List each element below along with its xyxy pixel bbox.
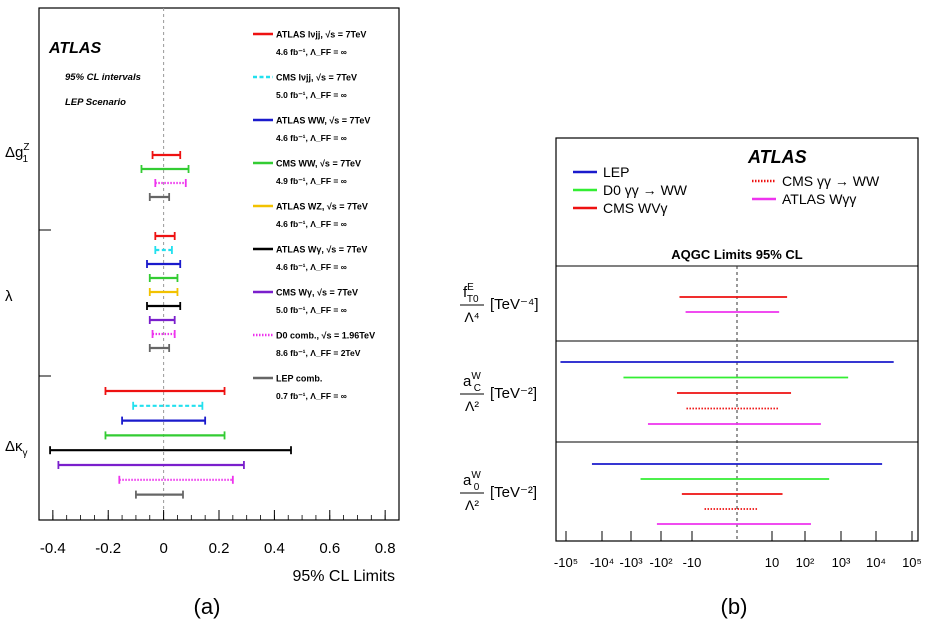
interval-atlas-w-s-7tev (146, 302, 182, 310)
legend-label: CMS WVγ (603, 200, 668, 216)
interval-lep-comb (148, 344, 171, 352)
interval-cms-ww-s-7tev (148, 274, 179, 282)
interval-atlas-ww-s-7tev (121, 416, 207, 425)
x-tick-label: -0.2 (95, 540, 121, 557)
legend-label: ATLAS WW, √s = 7TeV (276, 116, 370, 126)
interval-cms-w-s-7tev (148, 316, 176, 324)
x-tick-label: -0.4 (40, 540, 66, 557)
panel-a-atlas-title: ATLAS (48, 40, 101, 57)
legend-sublabel: 4.9 fb⁻¹, Λ_FF = ∞ (276, 176, 347, 186)
interval-atlas-w-s-7tev (49, 446, 292, 455)
legend-sublabel: 0.7 fb⁻¹, Λ_FF = ∞ (276, 391, 347, 401)
interval-cms-w-s-7tev (57, 461, 245, 469)
legend-label: LEP comb. (276, 374, 322, 384)
row-label-numerator: aW C (463, 371, 481, 394)
interval-cms-ww-s-7tev (104, 431, 226, 440)
row-label-denominator: Λ² (465, 497, 479, 513)
legend-sublabel: 8.6 fb⁻¹, Λ_FF = 2TeV (276, 348, 361, 358)
group-label: λ (5, 288, 13, 305)
legend-label: CMS WW, √s = 7TeV (276, 159, 361, 169)
panel-a-label: (a) (194, 594, 221, 619)
row-label-numerator: fE T0 (463, 282, 479, 305)
row-label-unit: [TeV⁻²] (490, 484, 537, 501)
legend-sublabel: 5.0 fb⁻¹, Λ_FF = ∞ (276, 90, 347, 100)
row-label-denominator: Λ⁴ (464, 309, 479, 325)
interval-d0-comb-s-1-96tev (154, 179, 187, 187)
legend-label: CMS lνjj, √s = 7TeV (276, 73, 357, 83)
interval-cms-ww-s-7tev (140, 165, 190, 173)
x-tick-label: 0.6 (319, 540, 340, 557)
panel-a-xlabel: 95% CL Limits (292, 568, 395, 585)
panel-a: ATLAS 95% CL intervals LEP Scenario 95% … (5, 7, 400, 619)
x-tick-label: 10² (796, 555, 815, 570)
legend-sublabel: 4.6 fb⁻¹, Λ_FF = ∞ (276, 262, 347, 272)
legend-label: D0 comb., √s = 1.96TeV (276, 331, 375, 341)
legend-label: LEP (603, 164, 629, 180)
panel-a-subtitle-1: 95% CL intervals (65, 72, 141, 83)
interval-lep-comb (148, 193, 171, 201)
x-tick-label: -10² (649, 555, 673, 570)
panel-b-frame (555, 137, 919, 542)
legend-sublabel: 4.6 fb⁻¹, Λ_FF = ∞ (276, 47, 347, 57)
panel-b-atlas-title: ATLAS (747, 147, 807, 167)
x-tick-label: 10⁴ (866, 555, 886, 570)
x-tick-label: -10³ (619, 555, 643, 570)
x-tick-label: 0.4 (264, 540, 285, 557)
row-label-numerator: aW 0 (463, 470, 481, 493)
interval-atlas-wz-s-7tev (148, 288, 179, 296)
interval-cms-l-jj-s-7tev (154, 246, 173, 254)
x-tick-label: -10 (683, 555, 702, 570)
row-label-unit: [TeV⁻⁴] (490, 296, 539, 313)
interval-d0-comb-s-1-96tev (118, 475, 234, 484)
interval-d0-comb-s-1-96tev (151, 330, 176, 338)
row-label-denominator: Λ² (465, 398, 479, 414)
x-tick-label: -10⁵ (554, 555, 578, 570)
legend-sublabel: 5.0 fb⁻¹, Λ_FF = ∞ (276, 305, 347, 315)
legend-label: D0 γγ → WW (603, 182, 688, 198)
interval-cms-l-jj-s-7tev (132, 401, 204, 410)
legend-label: ATLAS lνjj, √s = 7TeV (276, 30, 366, 40)
legend-sublabel: 4.6 fb⁻¹, Λ_FF = ∞ (276, 133, 347, 143)
x-tick-label: 0 (159, 540, 167, 557)
interval-atlas-ww-s-7tev (146, 260, 182, 268)
panel-b: ATLAS AQGC Limits 95% CL (b) -10⁵ -10⁴ -10… (460, 137, 922, 619)
legend-label: ATLAS Wγγ (782, 191, 856, 207)
interval-atlas-ww-s-7tev (151, 151, 182, 159)
panel-b-label: (b) (721, 594, 748, 619)
interval-atlas-l-jj-s-7tev (104, 387, 226, 395)
legend-label: ATLAS WZ, √s = 7TeV (276, 202, 368, 212)
panel-a-subtitle-2: LEP Scenario (65, 97, 126, 108)
legend-sublabel: 4.6 fb⁻¹, Λ_FF = ∞ (276, 219, 347, 229)
legend-label: ATLAS Wγ, √s = 7TeV (276, 245, 367, 255)
group-label: Δκγ (5, 438, 28, 459)
x-tick-label: 0.2 (209, 540, 230, 557)
x-tick-label: -10⁴ (590, 555, 614, 570)
x-tick-label: 10³ (832, 555, 851, 570)
x-tick-label: 10 (765, 555, 779, 570)
group-label: ΔgZ 1 (5, 142, 29, 165)
row-label-unit: [TeV⁻²] (490, 385, 537, 402)
x-tick-label: 0.8 (375, 540, 396, 557)
legend-label: CMS γγ → WW (782, 173, 880, 189)
panel-b-subtitle: AQGC Limits 95% CL (671, 247, 803, 262)
interval-atlas-l-jj-s-7tev (154, 232, 176, 240)
x-tick-label: 10⁵ (902, 555, 922, 570)
legend-label: CMS Wγ, √s = 7TeV (276, 288, 358, 298)
interval-lep-comb (135, 490, 184, 499)
